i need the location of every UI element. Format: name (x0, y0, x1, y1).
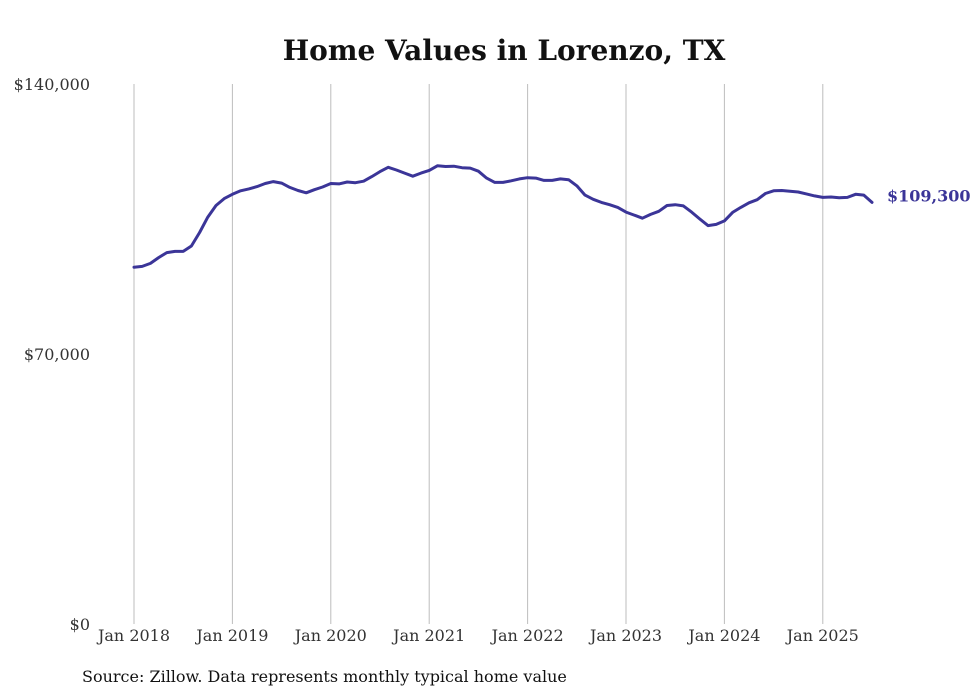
home-value-line (132, 164, 874, 269)
gridlines (133, 84, 824, 624)
y-axis-tick-labels: $0 $70,000 $140,000 (14, 75, 90, 634)
x-tick-label: Jan 2018 (96, 626, 170, 645)
x-tick-label: Jan 2021 (391, 626, 465, 645)
x-tick-label: Jan 2024 (686, 626, 760, 645)
y-tick-label: $140,000 (14, 75, 90, 94)
x-tick-label: Jan 2019 (194, 626, 268, 645)
y-tick-label: $0 (70, 615, 90, 634)
source-note: Source: Zillow. Data represents monthly … (82, 667, 567, 686)
x-axis-tick-labels: Jan 2018 Jan 2019 Jan 2020 Jan 2021 Jan 2022… (96, 626, 859, 645)
chart-title: Home Values in Lorenzo, TX (283, 34, 726, 67)
x-tick-label: Jan 2023 (588, 626, 662, 645)
x-tick-label: Jan 2022 (490, 626, 564, 645)
y-tick-label: $70,000 (24, 345, 90, 364)
series-layer: $109,300 (132, 164, 971, 269)
x-tick-label: Jan 2020 (293, 626, 367, 645)
latest-value-label: $109,300 (887, 186, 971, 205)
x-tick-label: Jan 2025 (785, 626, 859, 645)
